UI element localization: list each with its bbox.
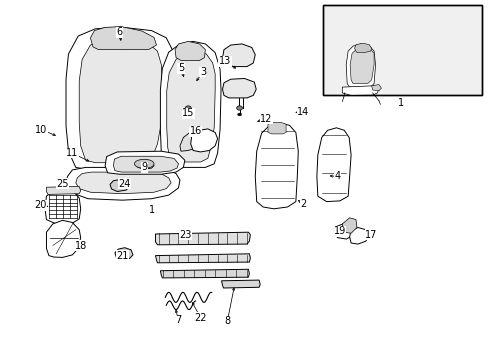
Polygon shape (222, 44, 255, 67)
Text: 18: 18 (74, 240, 87, 251)
Text: 9: 9 (141, 162, 147, 172)
Polygon shape (354, 43, 371, 53)
Polygon shape (180, 131, 201, 151)
Text: 12: 12 (260, 114, 272, 124)
Text: 5: 5 (178, 63, 183, 73)
Polygon shape (222, 78, 256, 98)
Polygon shape (255, 123, 298, 209)
Polygon shape (175, 41, 205, 60)
Polygon shape (349, 228, 368, 244)
Text: 8: 8 (224, 316, 230, 326)
Polygon shape (66, 167, 180, 200)
Polygon shape (46, 220, 81, 257)
Polygon shape (46, 186, 81, 194)
Polygon shape (155, 232, 250, 245)
Text: 24: 24 (118, 179, 131, 189)
Polygon shape (66, 27, 175, 169)
Polygon shape (155, 254, 250, 263)
Text: 1: 1 (148, 204, 154, 215)
Polygon shape (190, 129, 217, 152)
Text: 3: 3 (200, 67, 205, 77)
Polygon shape (267, 122, 285, 134)
Text: 15: 15 (182, 108, 194, 118)
Polygon shape (342, 218, 356, 233)
Circle shape (185, 106, 191, 110)
Circle shape (237, 113, 241, 116)
Polygon shape (76, 172, 171, 194)
Text: 23: 23 (179, 230, 192, 240)
Bar (322, 5, 481, 95)
Text: 17: 17 (365, 230, 377, 240)
Circle shape (236, 106, 242, 110)
Text: 21: 21 (116, 251, 128, 261)
Text: 4: 4 (334, 171, 340, 181)
Text: 14: 14 (296, 107, 309, 117)
Polygon shape (79, 39, 162, 163)
Polygon shape (113, 156, 178, 172)
Text: 20: 20 (34, 200, 46, 210)
Polygon shape (371, 85, 381, 91)
Polygon shape (342, 86, 378, 95)
Text: 16: 16 (189, 126, 202, 136)
Text: 19: 19 (333, 226, 346, 236)
Text: 11: 11 (66, 148, 79, 158)
Polygon shape (349, 48, 373, 84)
Polygon shape (334, 223, 355, 239)
Polygon shape (110, 179, 129, 192)
Text: 7: 7 (175, 315, 181, 325)
Polygon shape (316, 128, 350, 202)
Polygon shape (160, 269, 249, 278)
Polygon shape (166, 51, 215, 162)
Text: 6: 6 (117, 27, 122, 37)
Polygon shape (160, 41, 221, 167)
Text: 22: 22 (194, 312, 206, 323)
Polygon shape (346, 44, 375, 87)
Text: 2: 2 (300, 199, 305, 210)
Polygon shape (221, 280, 260, 288)
Polygon shape (45, 190, 81, 224)
Polygon shape (90, 27, 156, 50)
Text: 10: 10 (35, 125, 48, 135)
Polygon shape (105, 151, 184, 174)
Polygon shape (115, 248, 133, 260)
Bar (322, 5, 481, 95)
Ellipse shape (134, 159, 154, 168)
Circle shape (186, 113, 190, 116)
Text: 1: 1 (397, 98, 403, 108)
Text: 13: 13 (218, 56, 231, 66)
Text: 25: 25 (56, 179, 69, 189)
Polygon shape (137, 160, 154, 169)
